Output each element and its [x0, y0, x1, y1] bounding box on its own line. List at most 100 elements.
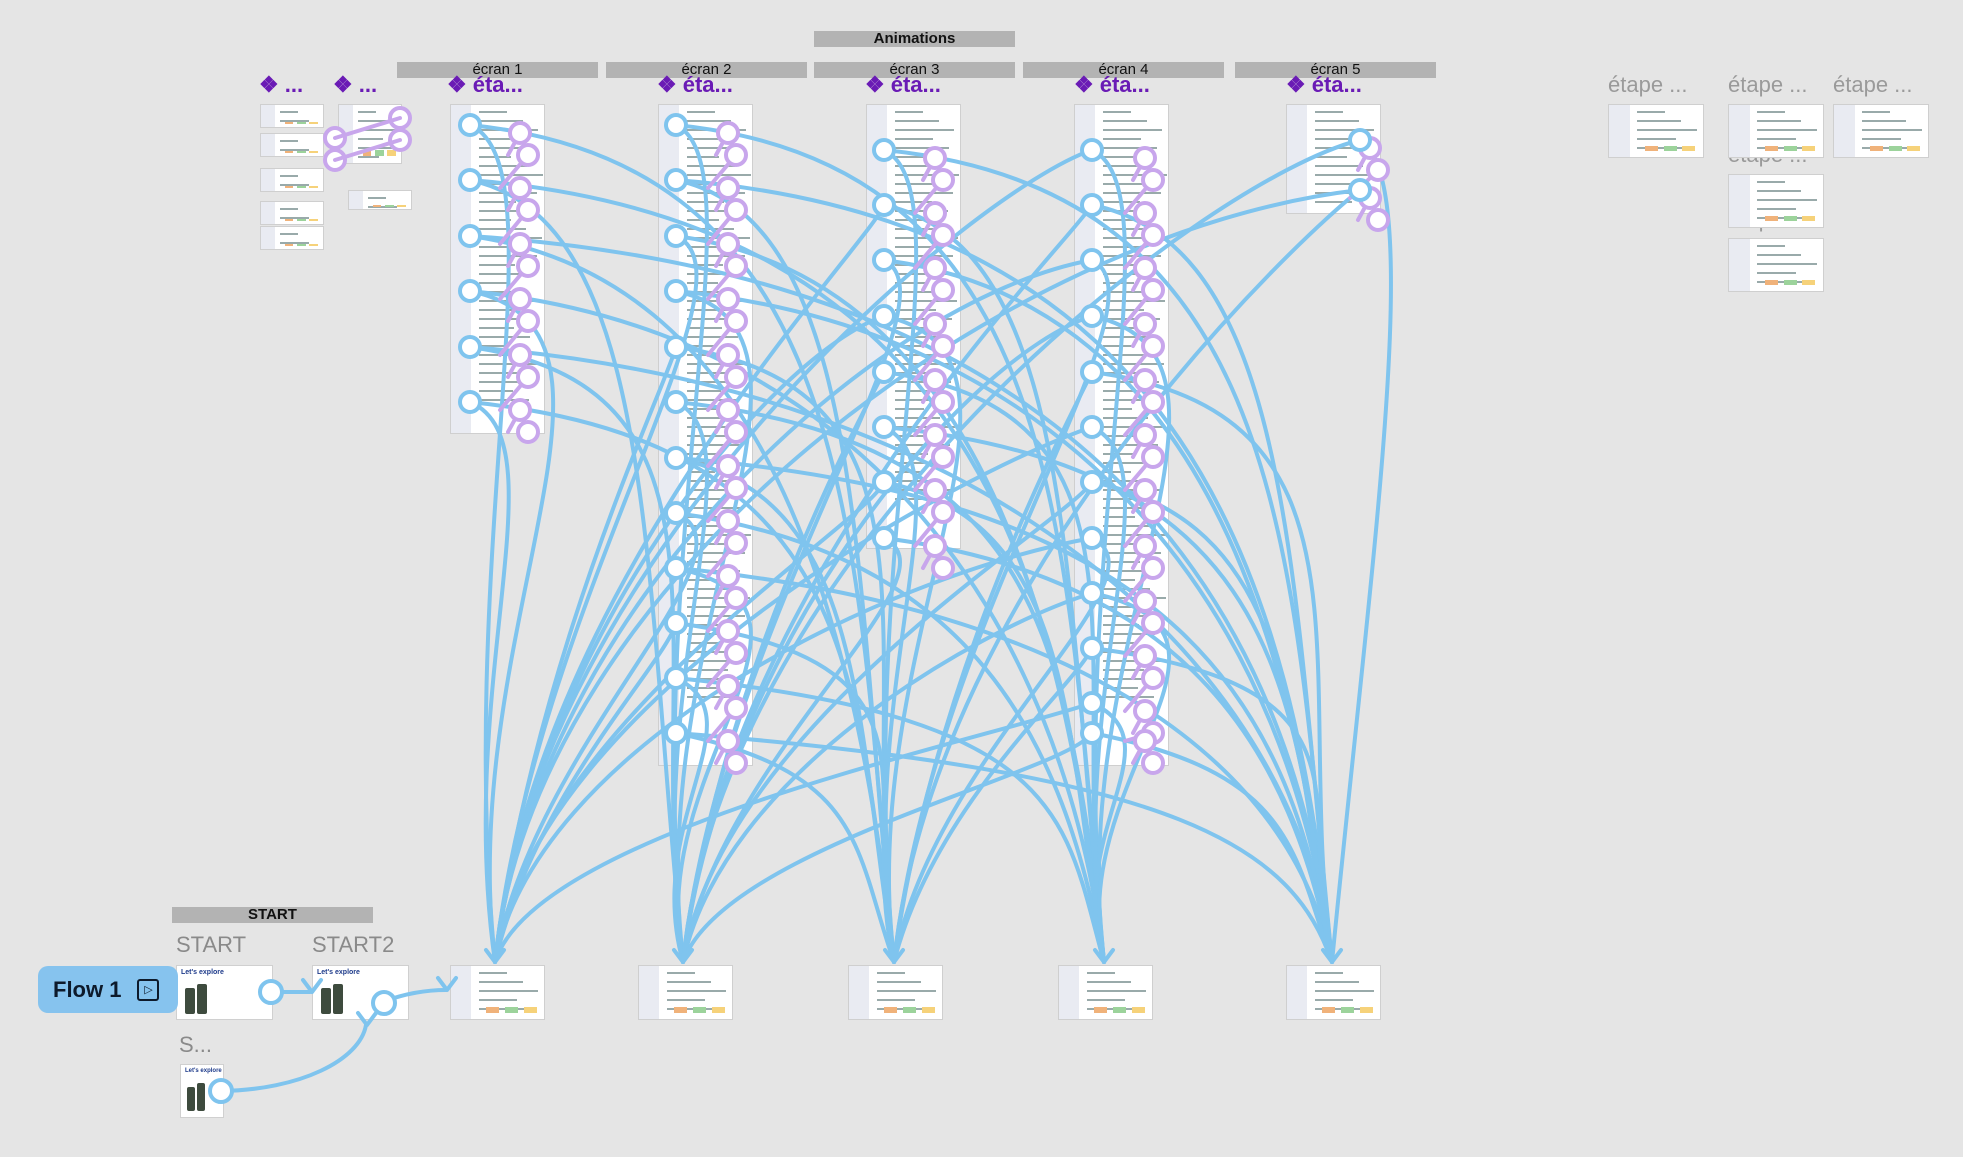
hotspot-blue[interactable]: [872, 304, 896, 328]
frame-title-screen-2[interactable]: ❖ éta...: [657, 72, 733, 98]
section-start[interactable]: START: [172, 907, 373, 923]
hotspot-blue[interactable]: [664, 611, 688, 635]
hotspot-blue[interactable]: [1080, 691, 1104, 715]
etape-frame-4[interactable]: [1728, 174, 1824, 228]
hotspot-blue[interactable]: [664, 279, 688, 303]
hotspot-purple[interactable]: [1133, 589, 1157, 613]
hotspot-blue[interactable]: [872, 138, 896, 162]
hotspot-purple[interactable]: [1133, 201, 1157, 225]
hotspot-purple[interactable]: [1133, 423, 1157, 447]
hotspot-blue[interactable]: [1080, 721, 1104, 745]
hotspot-purple[interactable]: [716, 729, 740, 753]
hotspot-purple[interactable]: [1133, 368, 1157, 392]
hotspot-purple[interactable]: [508, 398, 532, 422]
hotspot-purple[interactable]: [1141, 445, 1165, 469]
hotspot-purple[interactable]: [1141, 223, 1165, 247]
connection-line[interactable]: [674, 731, 1334, 964]
hotspot-blue[interactable]: [664, 721, 688, 745]
hotspot-purple[interactable]: [724, 751, 748, 775]
hotspot-purple[interactable]: [1366, 158, 1390, 182]
hotspot-purple[interactable]: [716, 121, 740, 145]
section-ecran-4[interactable]: écran 4: [1023, 62, 1224, 78]
component-frame-c[interactable]: [348, 190, 412, 210]
hotspot-purple[interactable]: [508, 287, 532, 311]
connection-line[interactable]: [493, 188, 1362, 964]
connection-line[interactable]: [672, 400, 709, 964]
hotspot-purple[interactable]: [1141, 611, 1165, 635]
component-frame-3[interactable]: [260, 168, 324, 192]
hotspot-blue[interactable]: [872, 415, 896, 439]
hotspot-purple[interactable]: [931, 556, 955, 580]
connection-line[interactable]: [892, 536, 1111, 964]
hotspot-purple[interactable]: [923, 312, 947, 336]
hotspot-blue[interactable]: [664, 113, 688, 137]
hotspot-blue[interactable]: [664, 390, 688, 414]
connection-line[interactable]: [681, 591, 1094, 964]
hotspot-blue[interactable]: [1348, 178, 1372, 202]
hotspot-purple[interactable]: [923, 368, 947, 392]
hotspot-purple[interactable]: [724, 641, 748, 665]
hotspot-blue[interactable]: [1080, 304, 1104, 328]
hotspot-blue[interactable]: [1080, 138, 1104, 162]
connection-line[interactable]: [468, 178, 685, 964]
hotspot-purple[interactable]: [516, 309, 540, 333]
hotspot-purple[interactable]: [724, 420, 748, 444]
hotspot-purple[interactable]: [923, 146, 947, 170]
frame-title-start[interactable]: START: [176, 932, 247, 957]
connection-line[interactable]: [1090, 646, 1334, 964]
target-frame-2[interactable]: [638, 965, 733, 1020]
frame-title-start2[interactable]: START2: [312, 932, 395, 957]
s-hotspot[interactable]: [208, 1078, 234, 1104]
hotspot-blue[interactable]: [1080, 248, 1104, 272]
hotspot-purple[interactable]: [724, 476, 748, 500]
hotspot-blue[interactable]: [458, 224, 482, 248]
hotspot-purple[interactable]: [1141, 666, 1165, 690]
hotspot-purple[interactable]: [1141, 390, 1165, 414]
connection-line[interactable]: [1090, 731, 1334, 964]
connection-line[interactable]: [681, 480, 1094, 964]
connection-line[interactable]: [1090, 701, 1127, 964]
connection-line[interactable]: [674, 456, 896, 964]
hotspot-purple[interactable]: [724, 198, 748, 222]
hotspot-blue[interactable]: [458, 335, 482, 359]
connection-line[interactable]: [1330, 138, 1393, 964]
component-frame-1[interactable]: [260, 104, 324, 128]
connection-line[interactable]: [681, 731, 1094, 964]
connection-line[interactable]: [493, 425, 1094, 964]
frame-title-screen-5[interactable]: ❖ éta...: [1286, 72, 1362, 98]
hotspot-purple[interactable]: [724, 531, 748, 555]
connection-line[interactable]: [674, 621, 896, 964]
hotspot-link[interactable]: [333, 116, 402, 140]
component-frame-4[interactable]: [260, 201, 324, 225]
hotspot-purple[interactable]: [716, 343, 740, 367]
hotspot-purple[interactable]: [508, 121, 532, 145]
hotspot-blue[interactable]: [458, 168, 482, 192]
hotspot-purple[interactable]: [1141, 556, 1165, 580]
etape-title-1[interactable]: étape ...: [1608, 72, 1688, 97]
hotspot-purple[interactable]: [724, 309, 748, 333]
frame-title-screen-4[interactable]: ❖ éta...: [1074, 72, 1150, 98]
frame-title-screen-3[interactable]: ❖ éta...: [865, 72, 941, 98]
hotspot-purple[interactable]: [923, 423, 947, 447]
component-frame-2[interactable]: [260, 133, 324, 157]
hotspot-purple[interactable]: [716, 509, 740, 533]
connection-line[interactable]: [493, 148, 1094, 964]
s-connection[interactable]: [219, 1023, 368, 1093]
hotspot-purple[interactable]: [516, 365, 540, 389]
hotspot-purple[interactable]: [516, 420, 540, 444]
hotspot-blue[interactable]: [872, 526, 896, 550]
hotspot-purple[interactable]: [923, 478, 947, 502]
hotspot-purple[interactable]: [1141, 278, 1165, 302]
hotspot-blue[interactable]: [1080, 581, 1104, 605]
hotspot-blue[interactable]: [458, 279, 482, 303]
hotspot-purple[interactable]: [1141, 168, 1165, 192]
hotspot-purple[interactable]: [716, 564, 740, 588]
connection-line[interactable]: [493, 701, 1094, 964]
frame-title-s[interactable]: S...: [179, 1032, 213, 1057]
hotspot-purple[interactable]: [516, 198, 540, 222]
start-frame-thumbnail[interactable]: Let's explore: [176, 965, 273, 1020]
flow-1-button[interactable]: Flow 1 ▷: [38, 966, 178, 1013]
hotspot-purple[interactable]: [1133, 729, 1157, 753]
hotspot-purple[interactable]: [1141, 500, 1165, 524]
